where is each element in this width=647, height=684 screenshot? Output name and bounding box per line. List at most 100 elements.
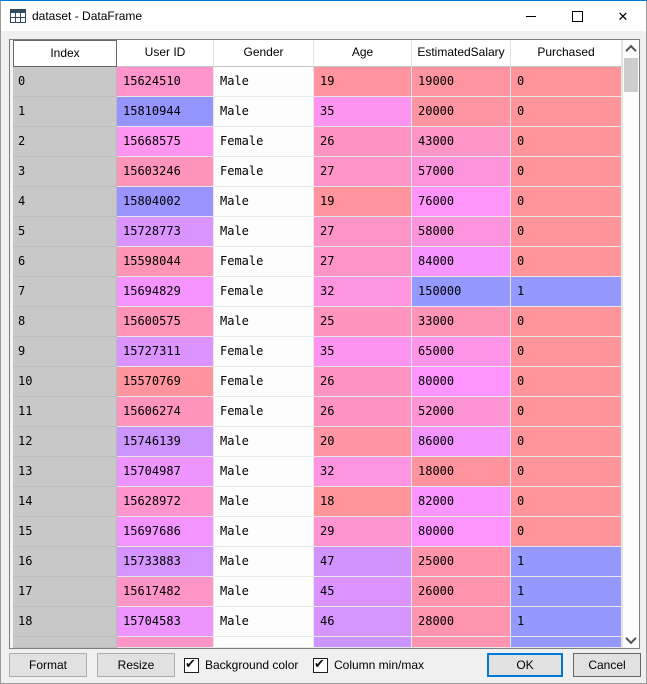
vertical-scrollbar[interactable]: [622, 40, 639, 648]
purchased-cell[interactable]: 0: [511, 517, 622, 547]
scroll-up-button[interactable]: [623, 40, 639, 57]
user-id-cell[interactable]: 15697686: [117, 517, 214, 547]
partial-cell[interactable]: [511, 637, 622, 648]
age-cell[interactable]: 26: [314, 397, 412, 427]
column-header-index[interactable]: Index: [13, 40, 117, 67]
age-cell[interactable]: 19: [314, 67, 412, 97]
age-cell[interactable]: 29: [314, 517, 412, 547]
row-index-cell[interactable]: 10: [13, 367, 117, 397]
age-cell[interactable]: 32: [314, 457, 412, 487]
close-button[interactable]: ✕: [600, 1, 646, 31]
purchased-cell[interactable]: 0: [511, 337, 622, 367]
row-index-cell[interactable]: 4: [13, 187, 117, 217]
user-id-cell[interactable]: 15598044: [117, 247, 214, 277]
column-header-estimatedsalary[interactable]: EstimatedSalary: [412, 40, 511, 67]
row-index-cell[interactable]: 5: [13, 217, 117, 247]
salary-cell[interactable]: 82000: [412, 487, 511, 517]
salary-cell[interactable]: 84000: [412, 247, 511, 277]
purchased-cell[interactable]: 0: [511, 367, 622, 397]
row-index-cell[interactable]: 0: [13, 67, 117, 97]
purchased-cell[interactable]: 0: [511, 397, 622, 427]
minimize-button[interactable]: [508, 1, 554, 31]
salary-cell[interactable]: 25000: [412, 547, 511, 577]
purchased-cell[interactable]: 1: [511, 607, 622, 637]
row-index-cell[interactable]: 2: [13, 127, 117, 157]
age-cell[interactable]: 35: [314, 97, 412, 127]
salary-cell[interactable]: 19000: [412, 67, 511, 97]
row-index-cell[interactable]: 12: [13, 427, 117, 457]
gender-cell[interactable]: Male: [214, 97, 314, 127]
row-index-cell[interactable]: 11: [13, 397, 117, 427]
maximize-button[interactable]: [554, 1, 600, 31]
salary-cell[interactable]: 150000: [412, 277, 511, 307]
gender-cell[interactable]: Male: [214, 67, 314, 97]
age-cell[interactable]: 19: [314, 187, 412, 217]
age-cell[interactable]: 47: [314, 547, 412, 577]
purchased-cell[interactable]: 0: [511, 307, 622, 337]
user-id-cell[interactable]: 15668575: [117, 127, 214, 157]
row-index-cell[interactable]: 8: [13, 307, 117, 337]
partial-cell[interactable]: [412, 637, 511, 648]
scrollbar-thumb[interactable]: [624, 58, 638, 92]
purchased-cell[interactable]: 1: [511, 277, 622, 307]
gender-cell[interactable]: Female: [214, 277, 314, 307]
salary-cell[interactable]: 18000: [412, 457, 511, 487]
row-index-cell[interactable]: 14: [13, 487, 117, 517]
age-cell[interactable]: 18: [314, 487, 412, 517]
purchased-cell[interactable]: 0: [511, 187, 622, 217]
age-cell[interactable]: 27: [314, 157, 412, 187]
row-index-cell[interactable]: 6: [13, 247, 117, 277]
age-cell[interactable]: 27: [314, 247, 412, 277]
salary-cell[interactable]: 57000: [412, 157, 511, 187]
age-cell[interactable]: 35: [314, 337, 412, 367]
row-index-cell[interactable]: 7: [13, 277, 117, 307]
column-header-purchased[interactable]: Purchased: [511, 40, 622, 67]
salary-cell[interactable]: 33000: [412, 307, 511, 337]
user-id-cell[interactable]: 15704987: [117, 457, 214, 487]
salary-cell[interactable]: 26000: [412, 577, 511, 607]
salary-cell[interactable]: 80000: [412, 367, 511, 397]
gender-cell[interactable]: Female: [214, 337, 314, 367]
user-id-cell[interactable]: 15617482: [117, 577, 214, 607]
gender-cell[interactable]: Male: [214, 607, 314, 637]
checkbox-box[interactable]: ✔: [184, 656, 199, 673]
partial-cell[interactable]: [314, 637, 412, 648]
user-id-cell[interactable]: 15810944: [117, 97, 214, 127]
gender-cell[interactable]: Female: [214, 247, 314, 277]
row-index-cell[interactable]: 3: [13, 157, 117, 187]
gender-cell[interactable]: Male: [214, 457, 314, 487]
salary-cell[interactable]: 43000: [412, 127, 511, 157]
salary-cell[interactable]: 58000: [412, 217, 511, 247]
purchased-cell[interactable]: 0: [511, 247, 622, 277]
salary-cell[interactable]: 80000: [412, 517, 511, 547]
column-minmax-checkbox[interactable]: ✔ Column min/max: [313, 653, 424, 677]
row-index-cell[interactable]: 16: [13, 547, 117, 577]
user-id-cell[interactable]: 15704583: [117, 607, 214, 637]
age-cell[interactable]: 20: [314, 427, 412, 457]
age-cell[interactable]: 25: [314, 307, 412, 337]
row-index-cell[interactable]: 9: [13, 337, 117, 367]
purchased-cell[interactable]: 1: [511, 547, 622, 577]
age-cell[interactable]: 46: [314, 607, 412, 637]
user-id-cell[interactable]: 15600575: [117, 307, 214, 337]
gender-cell[interactable]: Female: [214, 157, 314, 187]
user-id-cell[interactable]: 15570769: [117, 367, 214, 397]
user-id-cell[interactable]: 15733883: [117, 547, 214, 577]
user-id-cell[interactable]: 15606274: [117, 397, 214, 427]
salary-cell[interactable]: 65000: [412, 337, 511, 367]
user-id-cell[interactable]: 15628972: [117, 487, 214, 517]
resize-button[interactable]: Resize: [97, 653, 175, 677]
gender-cell[interactable]: Male: [214, 307, 314, 337]
user-id-cell[interactable]: 15624510: [117, 67, 214, 97]
gender-cell[interactable]: Male: [214, 487, 314, 517]
purchased-cell[interactable]: 1: [511, 577, 622, 607]
user-id-cell[interactable]: 15746139: [117, 427, 214, 457]
gender-cell[interactable]: Male: [214, 187, 314, 217]
column-header-gender[interactable]: Gender: [214, 40, 314, 67]
age-cell[interactable]: 45: [314, 577, 412, 607]
gender-cell[interactable]: Male: [214, 427, 314, 457]
background-color-checkbox[interactable]: ✔ Background color: [184, 653, 298, 677]
column-header-age[interactable]: Age: [314, 40, 412, 67]
scroll-down-button[interactable]: [623, 631, 639, 648]
gender-cell[interactable]: Female: [214, 367, 314, 397]
